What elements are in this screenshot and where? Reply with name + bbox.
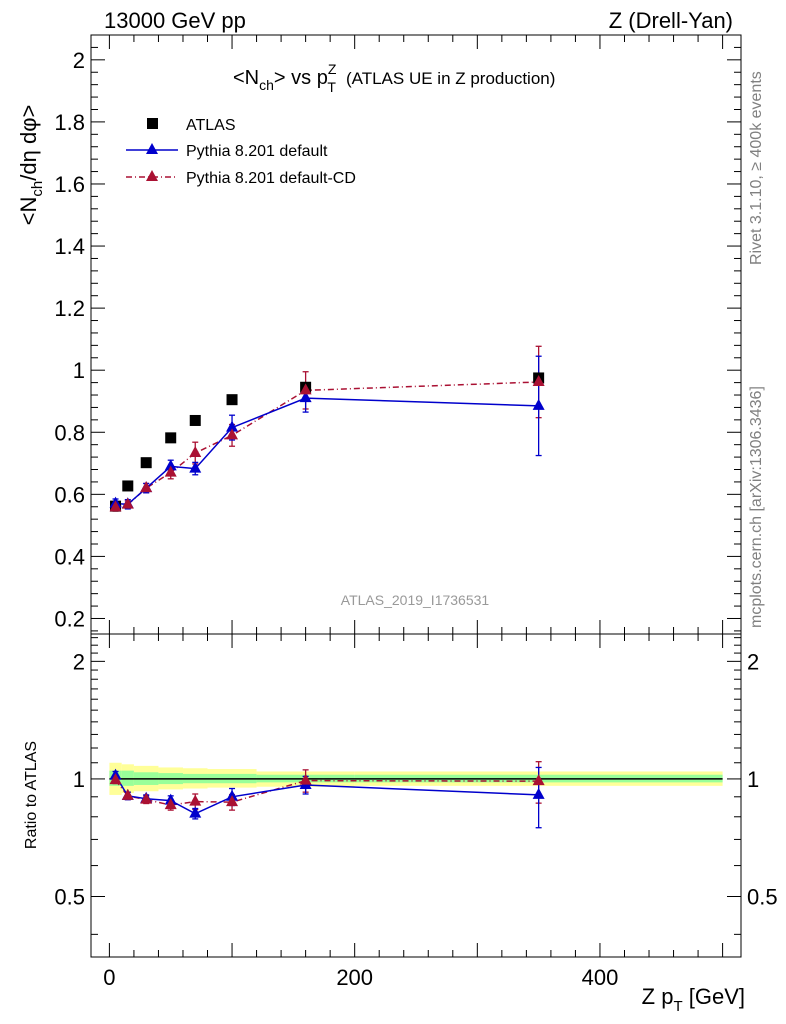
main-title: <Nch> vs pZ T (ATLAS UE in Z production): [233, 61, 555, 95]
main-ytick-label: 1: [73, 358, 85, 383]
legend-marker-default: [146, 143, 158, 154]
ratio-point-default-cd: [189, 794, 202, 806]
ratio-point-default-cd: [164, 798, 177, 810]
main-axes: 0.2 0.4 0.6 0.8 1 1.2 1.4 1.6 1.8 2: [54, 34, 742, 635]
ratio-point-default-cd: [532, 774, 545, 786]
header-right: Z (Drell-Yan): [609, 8, 733, 33]
main-ytick-label: 2: [73, 48, 85, 73]
legend-marker-atlas: [147, 118, 158, 129]
ratio-xtick-label: 200: [336, 965, 373, 990]
ratio-ytick-label-right: 0.5: [747, 885, 778, 910]
point-default: [299, 391, 312, 403]
series-line-default: [115, 397, 539, 506]
ratio-xtick-label: 400: [582, 965, 619, 990]
ratio-point-default-cd: [109, 773, 122, 785]
ratio-point-default-cd: [299, 773, 312, 785]
main-ytick-label: 1.8: [54, 110, 85, 135]
point-default-cd: [140, 481, 153, 493]
ratio-ytick-label-right: 1: [747, 767, 759, 792]
point-atlas: [122, 480, 134, 492]
ratio-xtick-label: 0: [103, 965, 115, 990]
ratio-ytick-label-left: 0.5: [54, 885, 85, 910]
ratio-point-default: [532, 787, 545, 799]
point-atlas: [226, 394, 238, 406]
legend: ATLAS Pythia 8.201 default Pythia 8.201 …: [126, 117, 356, 187]
x-axis-label: Z pT [GeV]: [642, 984, 745, 1015]
ratio-ylabel: Ratio to ATLAS: [23, 741, 40, 849]
main-ytick-label: 0.4: [54, 544, 85, 569]
ratio-marks: [109, 761, 545, 829]
legend-marker-default-cd: [146, 170, 158, 181]
legend-label-default-cd: Pythia 8.201 default-CD: [186, 170, 356, 187]
main-marks: [109, 345, 545, 512]
ratio-point-default-cd: [121, 788, 134, 800]
main-ytick-label: 0.2: [54, 606, 85, 631]
point-atlas: [165, 432, 177, 444]
main-ytick-label: 1.4: [54, 234, 85, 259]
main-ytick-label: 0.8: [54, 420, 85, 445]
ratio-ytick-label-right: 2: [747, 649, 759, 674]
point-default-cd: [189, 446, 202, 458]
mcplots-label: mcplots.cern.ch [arXiv:1306.3436]: [748, 386, 765, 628]
point-default-cd: [226, 428, 239, 440]
main-ytick-label: 0.6: [54, 482, 85, 507]
ratio-frame: [90, 633, 742, 958]
series-line-default-cd: [115, 381, 539, 509]
main-ylabel: <Nch/dη dφ>: [16, 105, 46, 226]
ratio-ytick-label-left: 2: [73, 649, 85, 674]
main-ytick-label: 1.2: [54, 296, 85, 321]
point-default: [189, 461, 202, 473]
analysis-label: ATLAS_2019_I1736531: [341, 592, 490, 608]
point-default-cd: [532, 374, 545, 386]
point-atlas: [189, 414, 201, 426]
point-default-cd: [299, 383, 312, 395]
legend-label-atlas: ATLAS: [186, 117, 236, 134]
point-default: [226, 420, 239, 432]
point-default-cd: [121, 497, 134, 509]
point-default-cd: [164, 465, 177, 477]
point-default: [164, 459, 177, 471]
ratio-point-default-cd: [226, 795, 239, 807]
ratio-axes: 0 200 400 0.5 0.5 1 1 2 2: [54, 633, 778, 990]
ratio-ytick-label-left: 1: [73, 767, 85, 792]
header-left: 13000 GeV pp: [104, 8, 246, 33]
point-default: [532, 398, 545, 410]
point-atlas: [140, 457, 152, 469]
legend-label-default: Pythia 8.201 default: [186, 143, 328, 160]
ratio-point-default-cd: [140, 792, 153, 804]
rivet-label: Rivet 3.1.10, ≥ 400k events: [748, 71, 765, 265]
main-ytick-label: 1.6: [54, 172, 85, 197]
point-default-cd: [109, 500, 122, 512]
ratio-point-default: [189, 806, 202, 818]
